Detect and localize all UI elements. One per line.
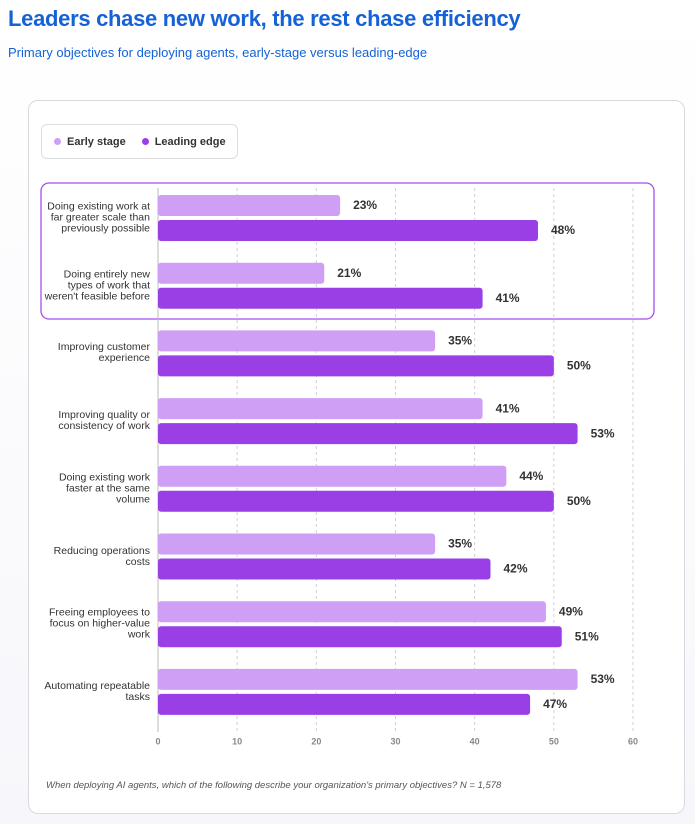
value-label: 35%	[448, 334, 472, 348]
bar	[158, 423, 578, 445]
bar	[158, 262, 325, 284]
bar	[158, 330, 436, 352]
value-label: 41%	[496, 401, 520, 415]
value-label: 23%	[353, 198, 377, 212]
legend-label: Leading edge	[154, 135, 226, 148]
bar	[158, 668, 578, 690]
highlight-box	[40, 182, 655, 320]
category-label: Freeing employees to focus on higher-val…	[49, 606, 150, 641]
x-tick-label: 0	[155, 736, 160, 746]
bar	[158, 220, 538, 241]
category-label: Reducing operations costs	[53, 544, 150, 568]
value-label: 53%	[591, 426, 615, 440]
footnote: When deploying AI agents, which of the f…	[46, 780, 502, 791]
bar	[158, 558, 491, 580]
value-label: 47%	[543, 697, 567, 711]
bar	[158, 626, 562, 648]
title: Leaders chase new work, the rest chase e…	[8, 6, 521, 31]
legend-label: Early stage	[67, 135, 126, 148]
x-tick-label: 50	[549, 736, 559, 746]
bar	[158, 490, 554, 512]
bar	[158, 693, 531, 715]
bar	[158, 195, 341, 216]
legend-swatch	[54, 138, 61, 146]
bar	[158, 601, 546, 623]
x-tick-label: 60	[628, 736, 638, 746]
value-label: 44%	[519, 469, 543, 483]
category-label: Improving quality or consistency of work	[58, 409, 150, 433]
x-tick-label: 40	[470, 736, 480, 746]
category-label: Automating repeatable tasks	[44, 679, 150, 703]
legend-item: Leading edge	[141, 135, 226, 148]
value-label: 35%	[448, 537, 472, 551]
category-label: Doing existing work at far greater scale…	[47, 200, 150, 235]
value-label: 49%	[559, 604, 583, 618]
x-tick-label: 10	[232, 736, 242, 746]
bar	[158, 287, 483, 309]
value-label: 21%	[337, 266, 361, 280]
legend: Early stage Leading edge	[41, 124, 238, 159]
category-label: Improving customer experience	[57, 341, 150, 365]
x-tick-label: 30	[390, 736, 400, 746]
legend-swatch	[141, 138, 149, 146]
legend-item: Early stage	[54, 136, 126, 148]
value-label: 50%	[567, 359, 591, 373]
bar	[158, 533, 436, 555]
subtitle: Primary objectives for deploying agents,…	[8, 45, 428, 60]
x-tick-label: 20	[311, 736, 321, 746]
value-label: 41%	[496, 291, 520, 305]
value-label: 50%	[567, 494, 591, 508]
bar	[158, 398, 483, 420]
bar	[158, 465, 507, 487]
value-label: 48%	[551, 223, 575, 237]
category-label: Doing existing work faster at the same v…	[58, 471, 150, 506]
value-label: 53%	[591, 672, 615, 686]
category-label: Doing entirely new types of work that we…	[44, 268, 150, 303]
value-label: 51%	[575, 629, 599, 643]
value-label: 42%	[504, 562, 528, 576]
bar	[158, 355, 554, 377]
